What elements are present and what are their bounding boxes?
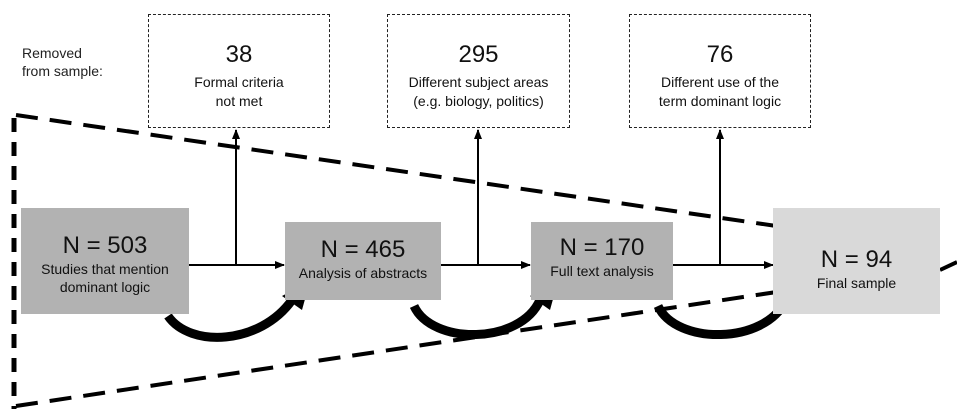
stage-box-initial: N = 503 Studies that mention dominant lo…: [21, 208, 189, 314]
stage-box-full-text: N = 170 Full text analysis: [531, 222, 673, 300]
stage-count: N = 170: [559, 234, 645, 261]
funnel-tip: [939, 260, 957, 272]
funnel-top-edge: [15, 113, 791, 230]
removed-box-term-usage: 76 Different use of the term dominant lo…: [629, 14, 811, 128]
stage-count: N = 94: [820, 246, 893, 273]
removed-box-subject-areas: 295 Different subject areas (e.g. biolog…: [387, 14, 570, 128]
stage-label: Final sample: [816, 275, 897, 291]
stage-count: N = 503: [62, 232, 148, 259]
removed-description: Different subject areas (e.g. biology, p…: [408, 74, 549, 109]
removed-from-sample-label: Removed from sample:: [22, 45, 103, 79]
removed-description: Formal criteria not met: [194, 74, 284, 109]
stage-label: Studies that mention dominant logic: [41, 261, 169, 295]
removed-description: Different use of the term dominant logic: [658, 74, 782, 109]
stage-box-abstracts: N = 465 Analysis of abstracts: [285, 222, 441, 300]
stage-count: N = 465: [320, 236, 406, 263]
removed-box-formal-criteria: 38 Formal criteria not met: [148, 14, 330, 128]
removed-count: 295: [458, 41, 499, 68]
removed-count: 38: [225, 41, 253, 68]
stage-label: Full text analysis: [550, 263, 654, 279]
stage-label: Analysis of abstracts: [298, 265, 428, 281]
stage-box-final: N = 94 Final sample: [773, 208, 940, 314]
removed-count: 76: [706, 41, 734, 68]
